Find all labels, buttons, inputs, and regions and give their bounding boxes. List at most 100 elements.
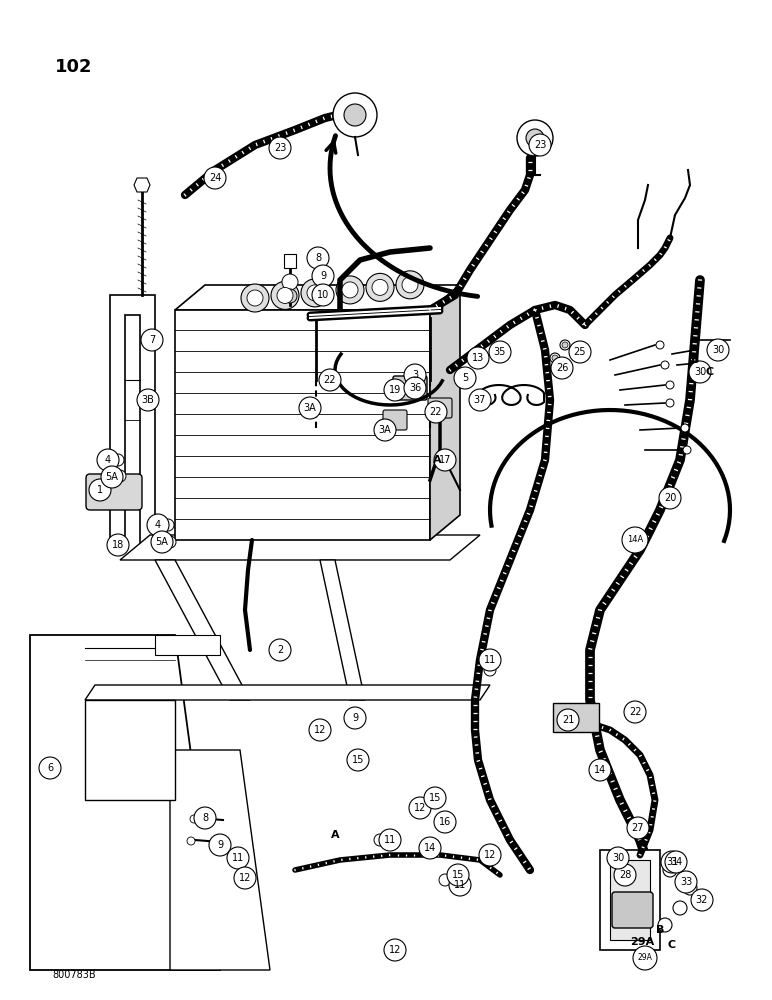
Text: B: B [655,925,664,935]
Circle shape [689,361,711,383]
Circle shape [551,357,573,379]
Text: 12: 12 [239,873,251,883]
Text: 13: 13 [472,353,484,363]
Text: 31: 31 [666,857,678,867]
Circle shape [552,355,558,361]
Circle shape [526,129,544,147]
Text: 22: 22 [323,375,337,385]
Circle shape [137,389,159,411]
Text: 8: 8 [315,253,321,263]
Circle shape [97,449,119,471]
Circle shape [479,844,501,866]
Circle shape [673,901,687,915]
Text: 14A: 14A [627,536,643,544]
Text: 33: 33 [680,877,692,887]
Circle shape [419,837,441,859]
Text: 23: 23 [533,140,546,150]
Text: 22: 22 [628,707,642,717]
Polygon shape [120,535,480,560]
FancyBboxPatch shape [553,703,599,732]
Text: 32: 32 [696,895,708,905]
Circle shape [342,282,358,298]
Circle shape [469,389,491,411]
Circle shape [347,749,369,771]
Circle shape [164,536,176,548]
Circle shape [489,341,511,363]
Circle shape [312,284,334,306]
Circle shape [379,829,401,851]
Polygon shape [85,700,175,800]
Circle shape [633,946,657,970]
Circle shape [560,340,570,350]
Circle shape [661,851,683,873]
Text: 28: 28 [619,870,631,880]
Circle shape [333,93,377,137]
Circle shape [424,787,446,809]
Text: 16: 16 [438,817,451,827]
Text: 6: 6 [47,763,53,773]
Circle shape [234,867,256,889]
Text: 36: 36 [409,383,421,393]
Circle shape [569,341,591,363]
Circle shape [562,342,568,348]
Circle shape [282,274,298,290]
Circle shape [434,811,456,833]
Text: 10: 10 [317,290,329,300]
Circle shape [89,479,111,501]
Circle shape [269,137,291,159]
Circle shape [227,847,249,869]
Text: 29A: 29A [638,954,652,962]
Text: 26: 26 [556,363,568,373]
Circle shape [622,527,648,553]
Text: 19: 19 [389,385,401,395]
Circle shape [447,864,469,886]
Circle shape [151,531,173,553]
Circle shape [299,397,321,419]
Circle shape [374,419,396,441]
Circle shape [374,834,386,846]
Text: 23: 23 [274,143,286,153]
Circle shape [162,519,174,531]
Polygon shape [155,560,250,700]
Text: 15: 15 [428,793,441,803]
Circle shape [396,271,424,299]
Circle shape [187,837,195,845]
Text: 11: 11 [232,853,244,863]
FancyBboxPatch shape [612,892,653,928]
Circle shape [190,815,198,823]
Text: 3: 3 [412,370,418,380]
Circle shape [402,277,418,293]
Circle shape [247,290,263,306]
Circle shape [484,664,496,676]
Circle shape [319,369,341,391]
Text: 3B: 3B [141,395,154,405]
Text: 30: 30 [712,345,724,355]
Circle shape [307,285,323,301]
Circle shape [301,279,329,307]
Text: 800783B: 800783B [52,970,96,980]
Circle shape [425,401,447,423]
Polygon shape [110,295,155,545]
Circle shape [683,881,697,895]
Circle shape [691,889,713,911]
Text: C: C [668,940,676,950]
Circle shape [209,834,231,856]
Text: 14: 14 [424,843,436,853]
Circle shape [661,361,669,369]
Text: 4: 4 [155,520,161,530]
Circle shape [384,939,406,961]
Circle shape [683,446,691,454]
Text: 15: 15 [352,755,364,765]
Text: 29A: 29A [630,937,654,947]
Circle shape [312,265,334,287]
Text: 30: 30 [694,367,706,377]
Text: 4: 4 [105,455,111,465]
Circle shape [366,273,394,301]
Circle shape [147,514,169,536]
Circle shape [269,639,291,661]
Circle shape [277,287,293,303]
FancyBboxPatch shape [393,376,427,400]
Circle shape [550,353,560,363]
Polygon shape [170,750,270,970]
Text: 24: 24 [208,173,222,183]
